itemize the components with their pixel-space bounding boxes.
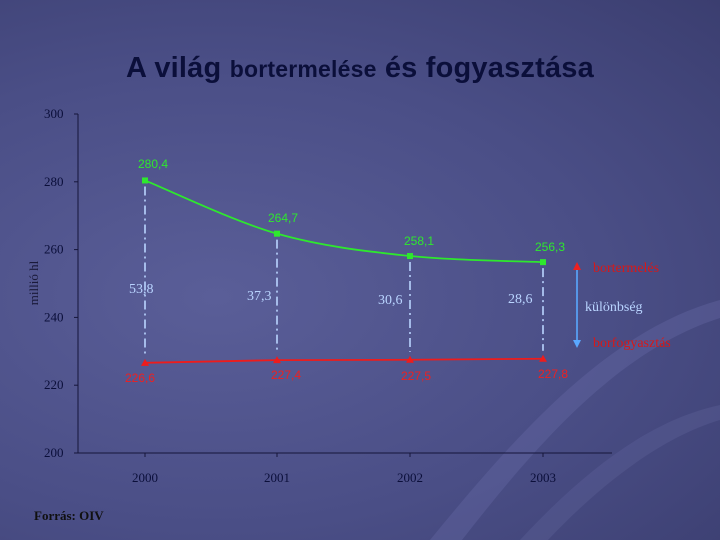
- source-note: Forrás: OIV: [34, 508, 104, 523]
- legend-difference: különbség: [585, 300, 643, 315]
- consumption-point: [273, 356, 281, 364]
- chart-axes: [77, 114, 612, 454]
- legend: bortermelés különbség borfogyasztás: [573, 261, 671, 351]
- consumption-point: [406, 355, 414, 363]
- title-part-3: és fogyasztása: [384, 52, 594, 84]
- y-axis-label: millió hl: [26, 260, 41, 305]
- difference-value-label: 53,8: [129, 282, 154, 297]
- production-point: [407, 253, 413, 260]
- production-line: [144, 179, 544, 264]
- legend-arrow-head-top: [573, 262, 581, 270]
- x-tick-label: 2002: [397, 470, 423, 485]
- legend-consumption: borfogyasztás: [593, 336, 671, 351]
- production-point: [274, 230, 280, 237]
- consumption-value-label: 227,8: [538, 367, 568, 381]
- production-point: [142, 177, 148, 184]
- consumption-value-label: 227,4: [271, 368, 301, 382]
- y-tick-label: 200: [44, 445, 64, 460]
- series-points: [141, 177, 547, 366]
- chart-title: A világ bortermelése és fogyasztása: [0, 52, 720, 85]
- x-tick-label: 2000: [132, 470, 158, 485]
- y-tick-label: 220: [44, 377, 64, 392]
- legend-production: bortermelés: [593, 261, 659, 276]
- consumption-point: [141, 358, 149, 366]
- production-value-label: 280,4: [138, 157, 168, 171]
- x-axis-ticks: 2000 2001 2002 2003: [132, 453, 556, 485]
- difference-value-label: 37,3: [247, 289, 272, 304]
- production-point: [540, 259, 546, 266]
- title-part-1: A világ: [126, 52, 222, 84]
- difference-lines: [144, 186, 544, 355]
- title-part-2: bortermelése: [229, 56, 377, 82]
- y-tick-label: 240: [44, 309, 64, 324]
- legend-arrow-head-bottom: [573, 340, 581, 348]
- y-tick-label: 260: [44, 242, 64, 257]
- production-value-label: 256,3: [535, 240, 565, 254]
- data-labels: 280,4 264,7 258,1 256,3 226,6 227,4 227,5 227,8…: [125, 157, 568, 385]
- production-value-label: 258,1: [404, 234, 434, 248]
- production-value-label: 264,7: [268, 211, 298, 225]
- x-tick-label: 2003: [530, 470, 556, 485]
- y-axis-ticks: 200 220 240 260 280 300: [44, 106, 78, 460]
- difference-value-label: 28,6: [508, 292, 533, 307]
- consumption-value-label: 226,6: [125, 371, 155, 385]
- consumption-line: [144, 357, 544, 364]
- y-tick-label: 300: [44, 106, 64, 121]
- series-lines: [144, 179, 544, 364]
- consumption-point: [539, 354, 547, 362]
- difference-value-label: 30,6: [378, 293, 403, 308]
- consumption-value-label: 227,5: [401, 369, 431, 383]
- x-tick-label: 2001: [264, 470, 290, 485]
- y-tick-label: 280: [44, 174, 64, 189]
